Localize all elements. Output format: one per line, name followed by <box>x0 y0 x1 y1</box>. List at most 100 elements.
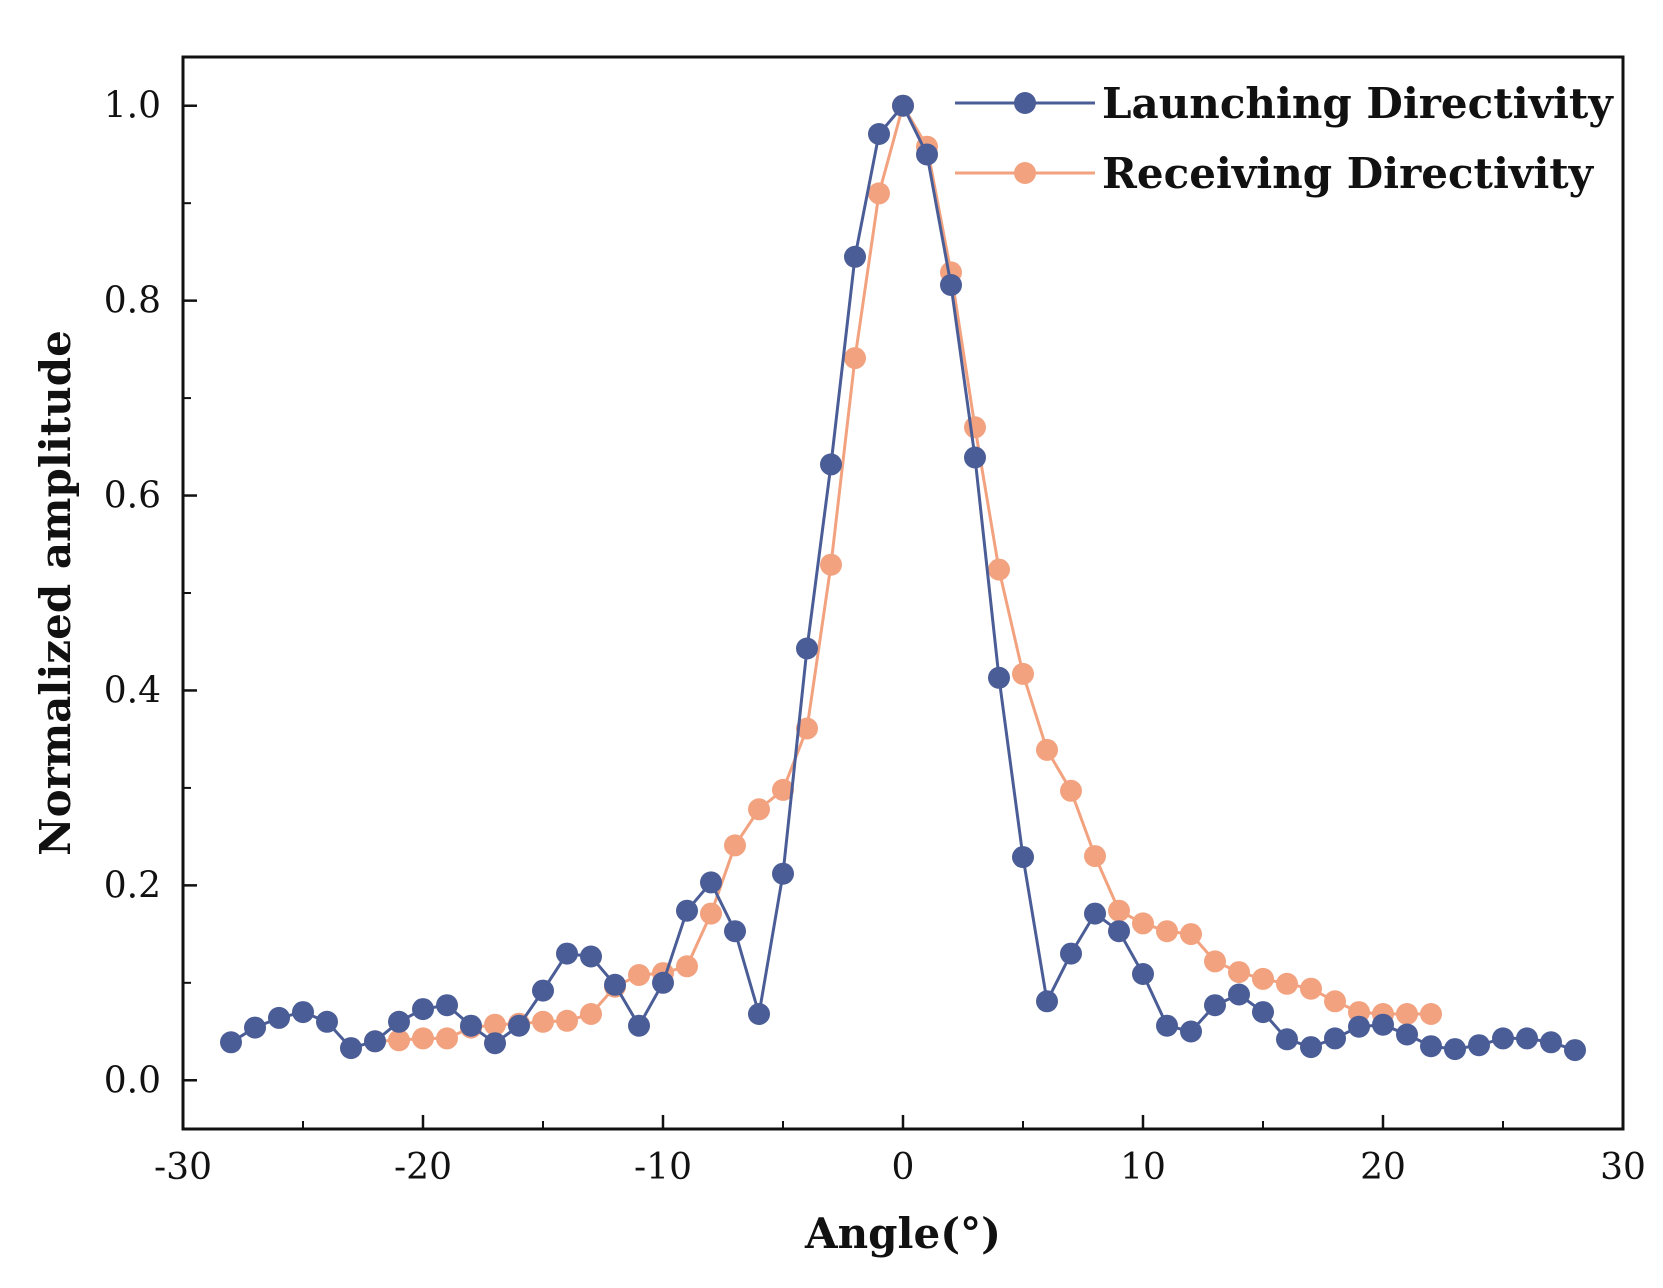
x-tick-label: 0 <box>892 1147 915 1188</box>
data-point-receiving <box>1084 845 1106 868</box>
y-tick-label: 0.4 <box>104 670 161 711</box>
data-point-launching <box>1444 1038 1466 1061</box>
data-point-receiving <box>1156 920 1178 943</box>
data-point-receiving <box>964 416 986 439</box>
legend-marker-launching <box>1014 92 1036 114</box>
data-point-launching <box>868 123 890 145</box>
x-tick-label: -10 <box>634 1147 692 1188</box>
legend-label-receiving: Receiving Directivity <box>1102 149 1595 198</box>
data-point-receiving <box>556 1009 578 1032</box>
data-point-launching <box>580 945 602 968</box>
data-point-launching <box>412 998 434 1021</box>
data-point-launching <box>460 1014 482 1037</box>
data-point-launching <box>1180 1020 1202 1043</box>
data-point-launching <box>1516 1027 1538 1050</box>
data-point-receiving <box>1324 990 1346 1013</box>
data-point-launching <box>244 1016 266 1039</box>
data-point-receiving <box>1036 738 1058 761</box>
data-point-launching <box>1468 1034 1490 1057</box>
data-point-launching <box>1132 963 1154 985</box>
data-point-receiving <box>676 955 698 978</box>
data-point-receiving <box>484 1013 506 1036</box>
data-point-launching <box>772 862 794 885</box>
y-axis-title: Normalized amplitude <box>31 330 80 856</box>
x-tick-label: 10 <box>1120 1147 1166 1188</box>
data-point-launching <box>532 979 554 1002</box>
data-point-launching <box>604 973 626 996</box>
data-point-launching <box>220 1031 242 1054</box>
data-point-receiving <box>1132 912 1154 935</box>
data-point-receiving <box>1108 899 1130 922</box>
data-point-launching <box>1204 994 1226 1017</box>
series-layer <box>220 94 1586 1062</box>
data-point-launching <box>820 453 842 476</box>
data-point-launching <box>1372 1013 1394 1036</box>
data-point-launching <box>748 1003 770 1025</box>
data-point-launching <box>1012 846 1034 869</box>
data-point-receiving <box>1204 950 1226 973</box>
data-point-launching <box>916 143 938 166</box>
data-point-receiving <box>436 1027 458 1050</box>
data-point-receiving <box>1012 662 1034 685</box>
y-tick-label: 1.0 <box>104 86 161 127</box>
data-point-launching <box>628 1014 650 1037</box>
data-point-launching <box>1300 1036 1322 1059</box>
data-point-receiving <box>844 347 866 370</box>
data-point-launching <box>796 637 818 660</box>
data-point-launching <box>364 1030 386 1053</box>
y-tick-label: 0.6 <box>104 476 161 517</box>
data-point-launching <box>268 1006 290 1029</box>
data-point-launching <box>1036 990 1058 1013</box>
x-tick-label: -20 <box>394 1147 452 1188</box>
data-point-launching <box>988 666 1010 689</box>
series-line-launching <box>230 104 1576 1052</box>
data-point-receiving <box>724 834 746 857</box>
x-tick-label: 30 <box>1600 1147 1646 1188</box>
legend-marker-receiving <box>1014 162 1036 184</box>
data-point-launching <box>388 1010 410 1033</box>
data-point-launching <box>940 274 962 296</box>
data-point-launching <box>1060 942 1082 965</box>
data-point-launching <box>1156 1014 1178 1037</box>
x-tick-label: -30 <box>154 1147 212 1188</box>
data-point-launching <box>652 971 674 994</box>
data-point-receiving <box>1060 779 1082 802</box>
data-point-launching <box>1108 920 1130 943</box>
data-point-receiving <box>1180 923 1202 946</box>
data-point-launching <box>964 446 986 469</box>
data-point-launching <box>556 942 578 965</box>
data-point-receiving <box>1420 1003 1442 1025</box>
data-point-launching <box>1396 1023 1418 1046</box>
data-point-launching <box>316 1010 338 1033</box>
series-line-receiving <box>374 104 1431 1043</box>
data-point-receiving <box>580 1003 602 1025</box>
data-point-launching <box>340 1037 362 1060</box>
data-point-launching <box>724 920 746 943</box>
data-point-receiving <box>820 553 842 576</box>
data-point-receiving <box>1276 972 1298 995</box>
data-point-launching <box>844 245 866 268</box>
data-point-launching <box>1540 1031 1562 1054</box>
data-point-launching <box>1228 983 1250 1006</box>
data-point-receiving <box>1228 961 1250 984</box>
data-point-launching <box>436 994 458 1017</box>
y-tick-label: 0.0 <box>104 1060 161 1101</box>
data-point-receiving <box>748 798 770 821</box>
y-tick-label: 0.8 <box>104 281 161 322</box>
data-point-launching <box>1348 1015 1370 1038</box>
data-point-launching <box>1420 1035 1442 1058</box>
data-point-receiving <box>1396 1003 1418 1025</box>
data-point-launching <box>1324 1027 1346 1050</box>
data-point-receiving <box>700 902 722 925</box>
legend-label-launching: Launching Directivity <box>1102 79 1614 128</box>
data-point-launching <box>700 871 722 894</box>
data-point-receiving <box>796 717 818 740</box>
x-tick-label: 20 <box>1360 1147 1406 1188</box>
legend: Launching Directivity Receiving Directiv… <box>955 79 1614 198</box>
data-point-receiving <box>772 778 794 801</box>
data-point-launching <box>1564 1039 1586 1062</box>
plot-frame <box>181 55 1625 1131</box>
data-point-launching <box>1252 1001 1274 1024</box>
data-point-launching <box>484 1032 506 1055</box>
